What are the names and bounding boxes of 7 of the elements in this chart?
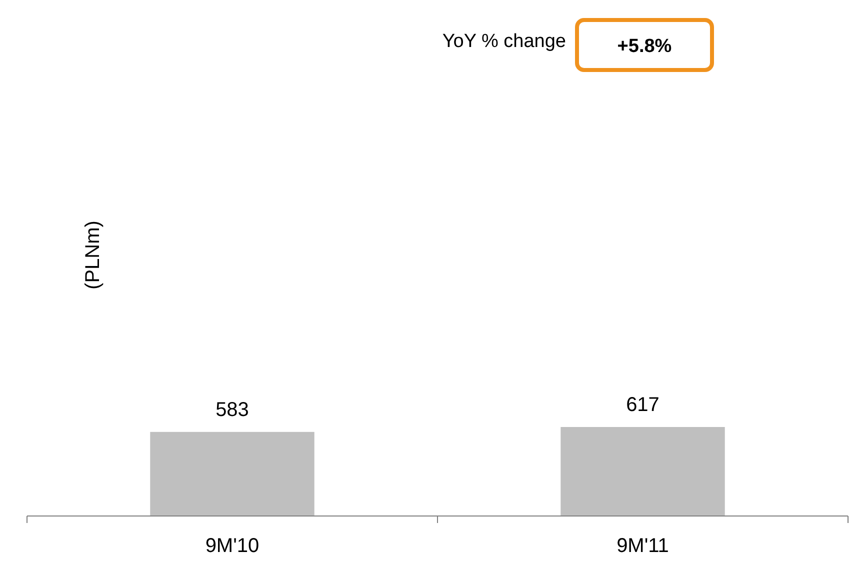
data-label: 617 [626,394,660,416]
x-tick-label: 9M'10 [205,535,260,557]
x-tick-label: 9M'11 [616,535,669,557]
data-label: 583 [216,398,249,421]
text: YoY % change [442,31,566,52]
text: (PLNm) [82,220,104,290]
text: +5.8% [617,36,672,57]
